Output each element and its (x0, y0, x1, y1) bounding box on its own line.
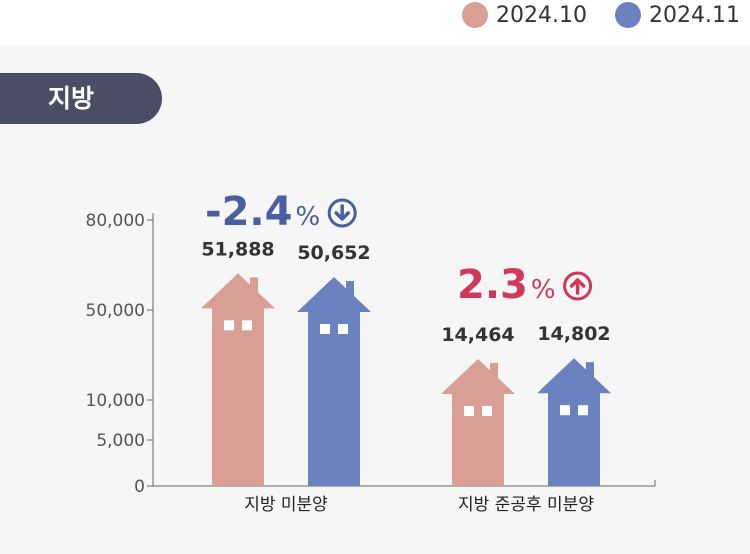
bar-2024-10-0 (201, 273, 275, 486)
house-body (201, 273, 275, 486)
arrow-stroke-icon (334, 204, 350, 221)
house-body (537, 358, 611, 486)
house-window (464, 405, 474, 416)
change-value: -2.4 (205, 189, 292, 235)
house-window (482, 405, 492, 416)
house-window (338, 324, 348, 335)
y-tick-label: 10,000 (86, 391, 145, 411)
arrow-down-icon (327, 198, 357, 228)
house-window (242, 320, 252, 331)
y-tick-label: 80,000 (86, 211, 145, 231)
legend-item-2024-11: 2024.11 (615, 2, 740, 28)
x-category-label: 지방 미분양 (244, 495, 328, 515)
bar-2024-11-0 (297, 277, 371, 486)
house-body (297, 277, 371, 486)
y-tick-label: 50,000 (86, 301, 145, 321)
change-unit: % (531, 275, 556, 305)
arrow-up-icon (563, 271, 593, 301)
data-label: 50,652 (297, 242, 370, 264)
house-window (578, 405, 588, 416)
house-window (224, 320, 234, 331)
data-label: 14,464 (441, 324, 514, 346)
house-window (560, 405, 570, 416)
arrow-stroke-icon (569, 278, 586, 295)
house-window (320, 324, 330, 335)
chart-panel (0, 45, 750, 554)
legend-swatch-2024-10 (462, 2, 489, 28)
legend-label-2024-11: 2024.11 (649, 2, 740, 28)
legend: 2024.10 2024.11 (462, 2, 740, 28)
x-category-label: 지방 준공후 미분양 (458, 495, 594, 515)
y-tick-label: 5,000 (96, 431, 145, 451)
legend-item-2024-10: 2024.10 (462, 2, 587, 28)
change-value: 2.3 (457, 262, 528, 308)
legend-swatch-2024-11 (615, 2, 642, 28)
data-label: 51,888 (201, 238, 274, 260)
y-tick-label: 0 (134, 477, 145, 497)
data-label: 14,802 (537, 323, 610, 345)
change-indicator: -2.4% (205, 189, 320, 235)
region-tag: 지방 (0, 73, 162, 124)
change-unit: % (295, 202, 320, 232)
change-indicator: 2.3% (457, 262, 556, 308)
bar-2024-11-1 (537, 358, 611, 486)
bar-2024-10-1 (441, 358, 515, 486)
house-body (441, 358, 515, 486)
legend-label-2024-10: 2024.10 (496, 2, 588, 28)
